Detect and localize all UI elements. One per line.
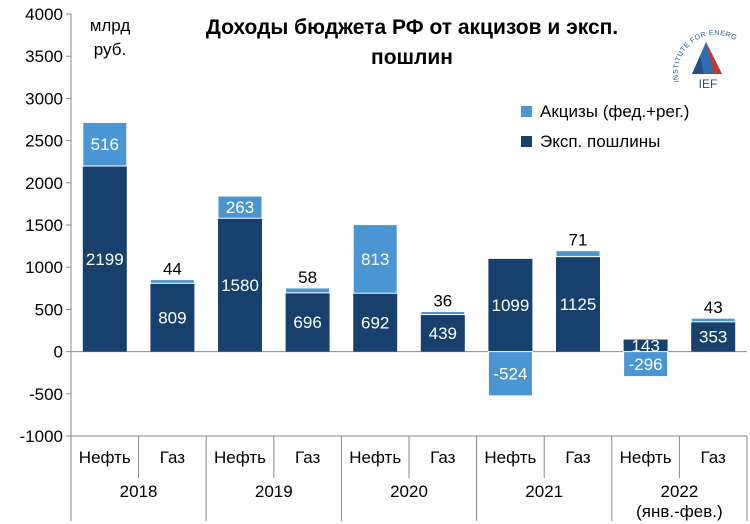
y-tick-label: 500 bbox=[35, 300, 63, 319]
data-label-excise: 263 bbox=[226, 198, 254, 217]
data-label-excise: 36 bbox=[433, 292, 452, 311]
data-label-export-duties: 696 bbox=[293, 313, 321, 332]
y-tick-label: 1500 bbox=[25, 216, 63, 235]
bar-1-excise bbox=[149, 279, 195, 284]
category-label: Нефть bbox=[349, 448, 401, 467]
bar-2-excise bbox=[217, 195, 263, 219]
y-tick-label: 3500 bbox=[25, 47, 63, 66]
group-label: (янв.-фев.) bbox=[636, 502, 723, 521]
bar-7-excise bbox=[555, 250, 601, 258]
data-label-export-duties: 353 bbox=[699, 328, 727, 347]
bar-3-export-duties bbox=[285, 292, 330, 352]
y-tick-label: 3000 bbox=[25, 89, 63, 108]
bar-8-excise bbox=[623, 351, 669, 378]
bar-8-export-duties bbox=[623, 339, 668, 352]
data-label-excise: 43 bbox=[704, 298, 723, 317]
group-label: 2020 bbox=[390, 482, 428, 501]
data-label-export-duties: 809 bbox=[158, 308, 186, 327]
data-label-excise: -296 bbox=[629, 355, 663, 374]
chart-title-line-1: Доходы бюджета РФ от акцизов и эксп. bbox=[206, 16, 618, 39]
bar-0-excise bbox=[82, 121, 128, 167]
bar-5-export-duties bbox=[420, 314, 465, 352]
category-label: Газ bbox=[295, 448, 321, 467]
group-label: 2018 bbox=[120, 482, 158, 501]
y-tick-label: 2500 bbox=[25, 132, 63, 151]
legend-swatch bbox=[521, 106, 532, 117]
category-label: Газ bbox=[565, 448, 591, 467]
group-label: 2021 bbox=[525, 482, 563, 501]
data-label-export-duties: 143 bbox=[631, 337, 659, 356]
bar-4-excise bbox=[352, 224, 398, 294]
y-tick-label: -500 bbox=[29, 385, 63, 404]
bar-4-export-duties bbox=[353, 293, 398, 352]
category-label: Нефть bbox=[79, 448, 131, 467]
bar-3-excise bbox=[285, 287, 331, 294]
bar-6-export-duties bbox=[488, 258, 533, 352]
category-label: Нефть bbox=[484, 448, 536, 467]
data-label-export-duties: 2199 bbox=[86, 250, 124, 269]
bar-0-export-duties bbox=[82, 166, 127, 352]
data-label-export-duties: 439 bbox=[429, 324, 457, 343]
legend-swatch bbox=[521, 136, 532, 147]
chart-title-line-2: пошлин bbox=[371, 46, 453, 69]
data-label-export-duties: 1125 bbox=[560, 295, 597, 314]
bar-5-excise bbox=[420, 311, 466, 316]
data-label-export-duties: 692 bbox=[361, 313, 389, 332]
bar-1-export-duties bbox=[150, 283, 195, 352]
y-tick-label: 0 bbox=[54, 343, 63, 362]
unit-label-line-1: млрд bbox=[90, 16, 131, 35]
category-label: Газ bbox=[430, 448, 456, 467]
y-tick-label: 1000 bbox=[25, 258, 63, 277]
bar-9-excise bbox=[690, 317, 736, 323]
legend: Акцизы (фед.+рег.) Эксп. пошлины bbox=[521, 102, 689, 151]
data-label-excise: 58 bbox=[298, 268, 317, 287]
group-label: 2022 bbox=[660, 482, 698, 501]
y-tick-label: -1000 bbox=[20, 427, 63, 446]
bar-9-export-duties bbox=[691, 321, 736, 352]
legend-label: Эксп. пошлины bbox=[540, 132, 660, 151]
data-label-excise: 44 bbox=[163, 260, 182, 279]
y-tick-label: 4000 bbox=[25, 5, 63, 24]
bar-6-excise bbox=[487, 351, 533, 397]
bar-7-export-duties bbox=[556, 256, 600, 352]
legend-label: Акцизы (фед.+рег.) bbox=[540, 102, 689, 121]
category-label: Газ bbox=[160, 448, 186, 467]
data-label-excise: -524 bbox=[493, 365, 527, 384]
data-label-excise: 516 bbox=[91, 135, 119, 154]
data-label-export-duties: 1580 bbox=[221, 276, 259, 295]
y-tick-label: 2000 bbox=[25, 174, 63, 193]
group-label: 2019 bbox=[255, 482, 293, 501]
logo-abbr: IEF bbox=[699, 77, 718, 91]
data-label-export-duties: 1099 bbox=[491, 296, 529, 315]
category-label: Нефть bbox=[620, 448, 672, 467]
data-label-excise: 813 bbox=[361, 250, 389, 269]
bar-2-export-duties bbox=[218, 218, 262, 352]
category-label: Газ bbox=[701, 448, 727, 467]
data-label-excise: 71 bbox=[569, 231, 588, 250]
category-label: Нефть bbox=[214, 448, 266, 467]
unit-label-line-2: руб. bbox=[94, 40, 126, 59]
